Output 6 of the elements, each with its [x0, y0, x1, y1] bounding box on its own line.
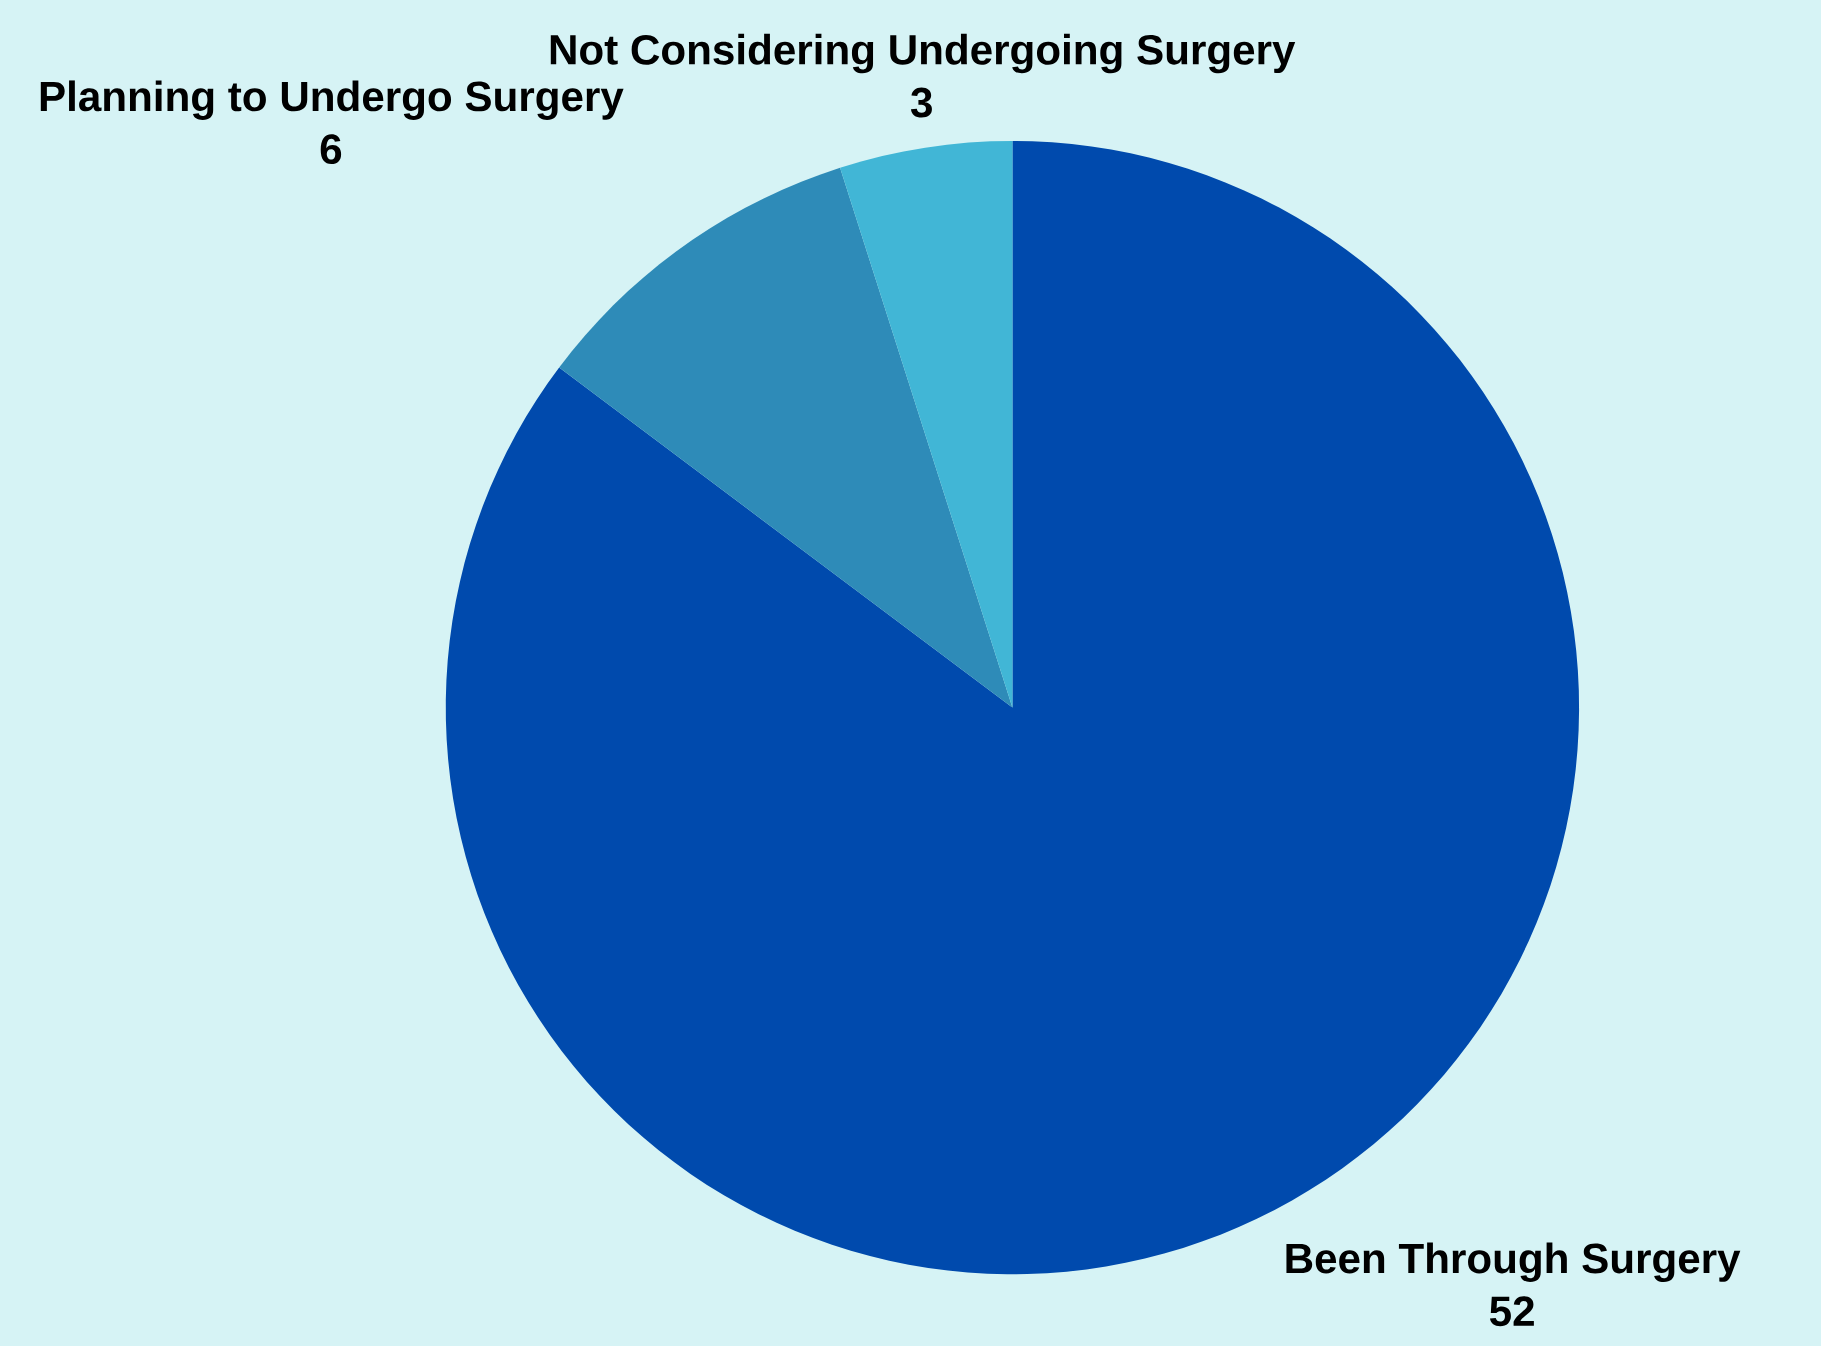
data-label: 52	[1489, 1296, 1534, 1327]
slice-label: Been Through Surgery	[1286, 1242, 1741, 1282]
slice-label: Not Considering Undergoing Surgery	[550, 33, 1296, 74]
data-label: 3	[910, 87, 932, 118]
data-label: 6	[320, 134, 342, 165]
slice-label: Planning to Undergo Surgery	[40, 80, 624, 120]
